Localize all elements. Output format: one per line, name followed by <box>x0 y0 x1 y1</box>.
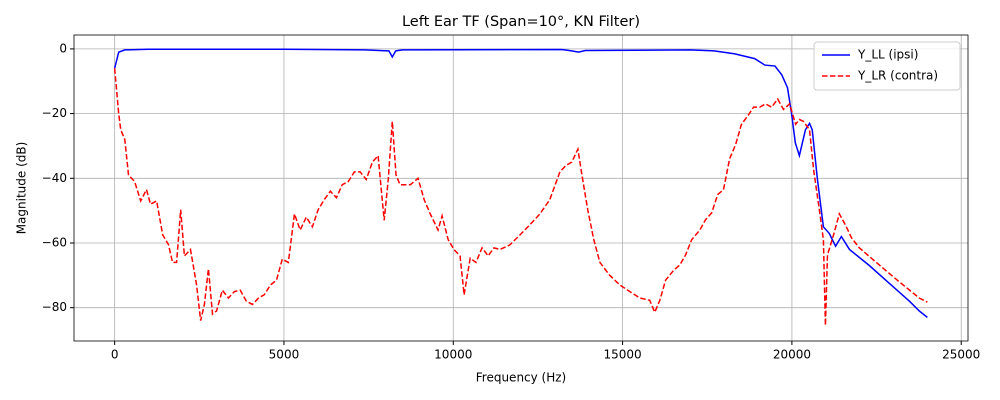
plot-frame <box>73 34 969 342</box>
x-tick-label: 0 <box>111 348 119 362</box>
x-tick-label: 20000 <box>773 348 811 362</box>
y-axis-label: Magnitude (dB) <box>15 142 29 235</box>
data-line <box>113 68 928 326</box>
chart-title: Left Ear TF (Span=10°, KN Filter) <box>402 14 640 30</box>
legend-label: Y_LL (ipsi) <box>857 48 918 62</box>
y-tick-label: −80 <box>42 300 67 314</box>
legend-box <box>813 41 961 91</box>
x-tick-label: 25000 <box>942 348 980 362</box>
x-axis-label: Frequency (Hz) <box>476 371 567 385</box>
y-tick-label: −60 <box>42 235 67 249</box>
y-tick-label: 0 <box>59 41 67 55</box>
legend-label: Y_LR (contra) <box>857 69 938 83</box>
x-tick-label: 10000 <box>434 348 472 362</box>
y-tick-label: −40 <box>42 171 67 185</box>
y-tick-label: −20 <box>42 106 67 120</box>
x-tick-label: 5000 <box>269 348 300 362</box>
data-line <box>113 48 928 318</box>
x-tick-label: 15000 <box>603 348 641 362</box>
